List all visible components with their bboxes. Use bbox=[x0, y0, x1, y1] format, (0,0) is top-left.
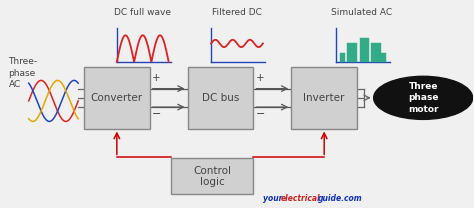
Text: guide.com: guide.com bbox=[318, 193, 363, 203]
Text: −: − bbox=[256, 109, 265, 119]
Bar bbox=[84, 67, 150, 129]
Text: your: your bbox=[263, 193, 283, 203]
Bar bbox=[188, 67, 254, 129]
Bar bbox=[359, 38, 369, 62]
Text: DC full wave: DC full wave bbox=[114, 7, 171, 17]
Bar bbox=[381, 53, 386, 62]
Text: Simulated AC: Simulated AC bbox=[331, 7, 392, 17]
Text: Converter: Converter bbox=[91, 93, 143, 103]
Bar bbox=[291, 67, 357, 129]
Text: +: + bbox=[256, 73, 264, 83]
Text: Three
phase
motor: Three phase motor bbox=[408, 82, 438, 114]
Bar bbox=[371, 43, 381, 62]
Bar bbox=[340, 53, 346, 62]
Text: Control
logic: Control logic bbox=[193, 166, 231, 187]
Bar bbox=[347, 43, 357, 62]
Text: DC bus: DC bus bbox=[202, 93, 239, 103]
Text: −: − bbox=[152, 109, 162, 119]
Circle shape bbox=[374, 76, 473, 119]
Text: Filtered DC: Filtered DC bbox=[212, 7, 262, 17]
Text: Inverter: Inverter bbox=[303, 93, 345, 103]
Text: +: + bbox=[152, 73, 161, 83]
Bar bbox=[171, 158, 254, 194]
Text: Three-
phase
AC: Three- phase AC bbox=[9, 57, 37, 89]
Text: electrical: electrical bbox=[280, 193, 320, 203]
